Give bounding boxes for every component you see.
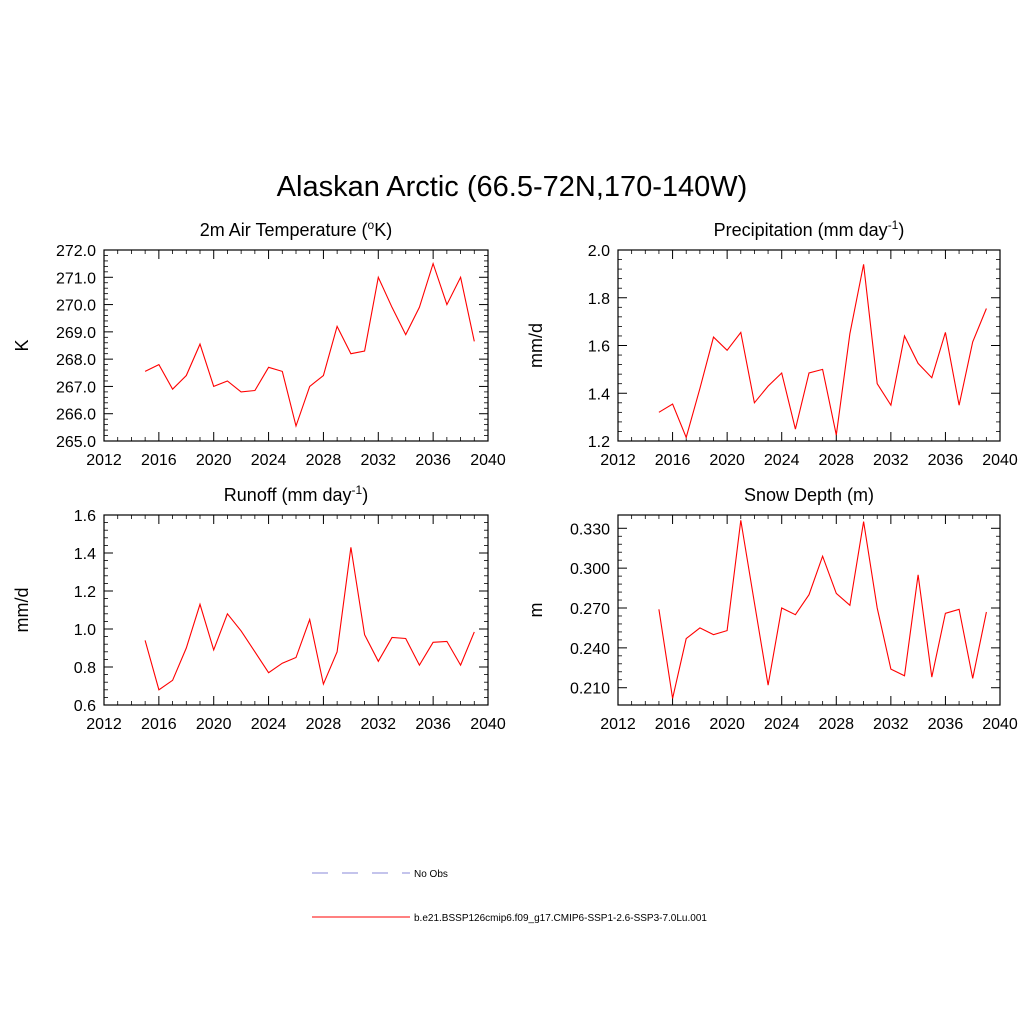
precipitation-series-line — [658, 264, 987, 440]
snow-depth-xtick-label: 2032 — [873, 716, 909, 733]
air-temperature-xtick-label: 2036 — [415, 452, 451, 469]
runoff-xtick-label: 2012 — [86, 716, 122, 733]
runoff-ytick-label: 1.6 — [74, 508, 96, 525]
air-temperature-ytick-label: 270.0 — [56, 298, 96, 315]
air-temperature-ytick-label: 267.0 — [56, 379, 96, 396]
snow-depth-series-line — [658, 520, 987, 699]
snow-depth-xtick-label: 2020 — [709, 716, 745, 733]
precipitation-xtick-label: 2012 — [600, 452, 636, 469]
snow-depth-xtick-label: 2012 — [600, 716, 636, 733]
snow-depth-xtick-label: 2028 — [818, 716, 854, 733]
precipitation-xtick-label: 2020 — [709, 452, 745, 469]
air-temperature-xtick-label: 2032 — [360, 452, 396, 469]
precipitation-xtick-label: 2016 — [655, 452, 691, 469]
runoff-ytick-label: 0.8 — [74, 660, 96, 677]
air-temperature-ytick-label: 271.0 — [56, 270, 96, 287]
runoff-ytick-label: 1.2 — [74, 584, 96, 601]
air-temperature-ylabel: K — [12, 339, 32, 351]
snow-depth-xtick-label: 2016 — [655, 716, 691, 733]
runoff-series-line — [144, 547, 475, 691]
precipitation-xtick-label: 2040 — [982, 452, 1018, 469]
snow-depth-ytick-label: 0.210 — [570, 681, 610, 698]
air-temperature-title: 2m Air Temperature (oK) — [200, 218, 392, 240]
runoff-ylabel: mm/d — [12, 588, 32, 633]
runoff-xtick-label: 2028 — [306, 716, 342, 733]
legend-model-label: b.e21.BSSP126cmip6.f09_g17.CMIP6-SSP1-2.… — [414, 913, 707, 924]
runoff-xtick-label: 2016 — [141, 716, 177, 733]
air-temperature-xtick-label: 2040 — [470, 452, 506, 469]
panel-air-temperature: 2m Air Temperature (oK) K 2012 2016 2020 2024… — [12, 218, 506, 469]
snow-depth-xtick-label: 2036 — [928, 716, 964, 733]
air-temperature-ytick-label: 268.0 — [56, 352, 96, 369]
precipitation-ytick-label: 1.2 — [588, 434, 610, 451]
runoff-frame — [103, 514, 489, 706]
air-temperature-ytick-label: 265.0 — [56, 434, 96, 451]
runoff-xtick-label: 2036 — [415, 716, 451, 733]
precipitation-frame — [617, 249, 1001, 442]
snow-depth-ytick-label: 0.300 — [570, 561, 610, 578]
runoff-title: Runoff (mm day-1) — [224, 483, 368, 505]
precipitation-ylabel: mm/d — [526, 323, 546, 368]
air-temperature-xtick-label: 2016 — [141, 452, 177, 469]
legend-obs-label: No Obs — [414, 869, 448, 880]
snow-depth-frame — [617, 514, 1001, 706]
snow-depth-xtick-label: 2024 — [764, 716, 800, 733]
precipitation-title: Precipitation (mm day-1) — [714, 218, 905, 240]
precipitation-xtick-label: 2036 — [928, 452, 964, 469]
snow-depth-ytick-label: 0.240 — [570, 641, 610, 658]
air-temperature-frame — [103, 249, 489, 442]
runoff-ytick-label: 1.4 — [74, 546, 96, 563]
precipitation-ytick-label: 1.8 — [588, 291, 610, 308]
panel-snow-depth: Snow Depth (m) m 2012 2016 2020 2024 2028 2032 2… — [526, 485, 1018, 733]
panel-runoff: Runoff (mm day-1) mm/d 2012 2016 2020 2024 202… — [12, 483, 506, 733]
legend: No Obs b.e21.BSSP126cmip6.f09_g17.CMIP6-… — [312, 869, 707, 924]
air-temperature-xtick-label: 2028 — [306, 452, 342, 469]
precipitation-ytick-label: 2.0 — [588, 243, 610, 260]
snow-depth-ylabel: m — [526, 603, 546, 618]
air-temperature-xtick-label: 2024 — [251, 452, 287, 469]
figure-title: Alaskan Arctic (66.5-72N,170-140W) — [277, 171, 748, 203]
precipitation-xtick-label: 2028 — [818, 452, 854, 469]
runoff-xtick-label: 2032 — [360, 716, 396, 733]
precipitation-xtick-label: 2024 — [764, 452, 800, 469]
runoff-xtick-label: 2024 — [251, 716, 287, 733]
runoff-ytick-label: 1.0 — [74, 622, 96, 639]
snow-depth-title: Snow Depth (m) — [744, 485, 874, 505]
snow-depth-xtick-label: 2040 — [982, 716, 1018, 733]
snow-depth-ytick-label: 0.270 — [570, 601, 610, 618]
precipitation-xtick-label: 2032 — [873, 452, 909, 469]
runoff-ytick-label: 0.6 — [74, 698, 96, 715]
air-temperature-ytick-label: 266.0 — [56, 407, 96, 424]
panel-precipitation: Precipitation (mm day-1) mm/d 2012 2016 2020… — [526, 218, 1018, 469]
air-temperature-xtick-label: 2012 — [86, 452, 122, 469]
runoff-xtick-label: 2040 — [470, 716, 506, 733]
precipitation-ytick-label: 1.6 — [588, 339, 610, 356]
snow-depth-ytick-label: 0.330 — [570, 521, 610, 538]
precipitation-ytick-label: 1.4 — [588, 386, 610, 403]
air-temperature-xtick-label: 2020 — [196, 452, 232, 469]
air-temperature-series-line — [144, 261, 475, 428]
air-temperature-ytick-label: 272.0 — [56, 243, 96, 260]
runoff-xtick-label: 2020 — [196, 716, 232, 733]
air-temperature-ytick-label: 269.0 — [56, 325, 96, 342]
